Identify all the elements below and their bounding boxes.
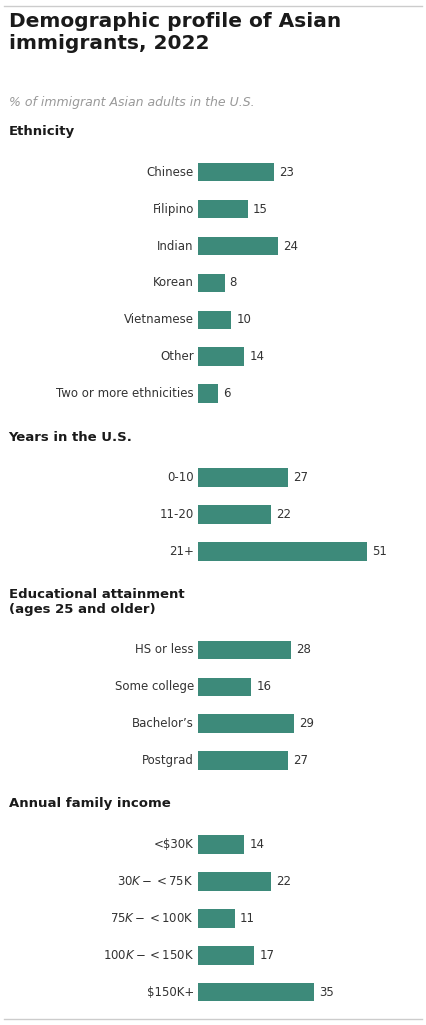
Text: <$30K: <$30K (154, 838, 194, 851)
Bar (198, 983, 314, 1001)
Text: Demographic profile of Asian
immigrants, 2022: Demographic profile of Asian immigrants,… (9, 12, 341, 52)
Text: Ethnicity: Ethnicity (9, 125, 75, 138)
Bar (198, 714, 294, 733)
Text: % of immigrant Asian adults in the U.S.: % of immigrant Asian adults in the U.S. (9, 96, 254, 110)
Bar (198, 835, 245, 854)
Text: 51: 51 (372, 545, 387, 558)
Text: 23: 23 (279, 166, 294, 178)
Text: 22: 22 (276, 508, 291, 521)
Bar (198, 505, 271, 524)
Text: Filipino: Filipino (153, 203, 194, 215)
Text: Chinese: Chinese (147, 166, 194, 178)
Text: Korean: Korean (153, 277, 194, 289)
Text: 11: 11 (240, 912, 255, 925)
Bar (198, 237, 278, 255)
Text: 8: 8 (230, 277, 237, 289)
Text: HS or less: HS or less (135, 644, 194, 656)
Text: 27: 27 (293, 472, 308, 484)
Text: $100K-<$150K: $100K-<$150K (103, 949, 194, 961)
Text: 14: 14 (250, 838, 265, 851)
Bar (198, 384, 218, 403)
Text: 28: 28 (296, 644, 311, 656)
Text: $75K-<$100K: $75K-<$100K (110, 912, 194, 925)
Text: 22: 22 (276, 875, 291, 888)
Text: 35: 35 (319, 986, 334, 998)
Text: 29: 29 (299, 718, 314, 730)
Bar (198, 163, 274, 181)
Bar (198, 678, 251, 696)
Text: Vietnamese: Vietnamese (124, 314, 194, 326)
Text: 14: 14 (250, 351, 265, 363)
Text: $150K+: $150K+ (147, 986, 194, 998)
Text: 11-20: 11-20 (160, 508, 194, 521)
Text: Bachelor’s: Bachelor’s (132, 718, 194, 730)
Text: Other: Other (160, 351, 194, 363)
Bar (198, 751, 288, 770)
Bar (198, 641, 291, 659)
Bar (198, 347, 245, 366)
Text: 27: 27 (293, 754, 308, 767)
Text: 0-10: 0-10 (167, 472, 194, 484)
Bar (198, 274, 225, 292)
Bar (198, 946, 254, 965)
Text: Postgrad: Postgrad (142, 754, 194, 767)
Bar (198, 872, 271, 891)
Bar (198, 909, 235, 928)
Text: Some college: Some college (115, 681, 194, 693)
Text: Annual family income: Annual family income (9, 797, 170, 811)
Bar (198, 200, 248, 218)
Text: 10: 10 (236, 314, 251, 326)
Text: Educational attainment
(ages 25 and older): Educational attainment (ages 25 and olde… (9, 588, 184, 616)
Bar (198, 468, 288, 487)
Bar (198, 542, 367, 561)
Text: 21+: 21+ (169, 545, 194, 558)
Text: 6: 6 (223, 387, 230, 400)
Text: Years in the U.S.: Years in the U.S. (9, 430, 132, 444)
Text: 17: 17 (259, 949, 274, 961)
Text: $30K-<$75K: $30K-<$75K (118, 875, 194, 888)
Text: Two or more ethnicities: Two or more ethnicities (56, 387, 194, 400)
Text: 24: 24 (283, 240, 298, 252)
Bar (198, 311, 231, 329)
Text: 16: 16 (256, 681, 271, 693)
Text: 15: 15 (253, 203, 268, 215)
Text: Indian: Indian (157, 240, 194, 252)
